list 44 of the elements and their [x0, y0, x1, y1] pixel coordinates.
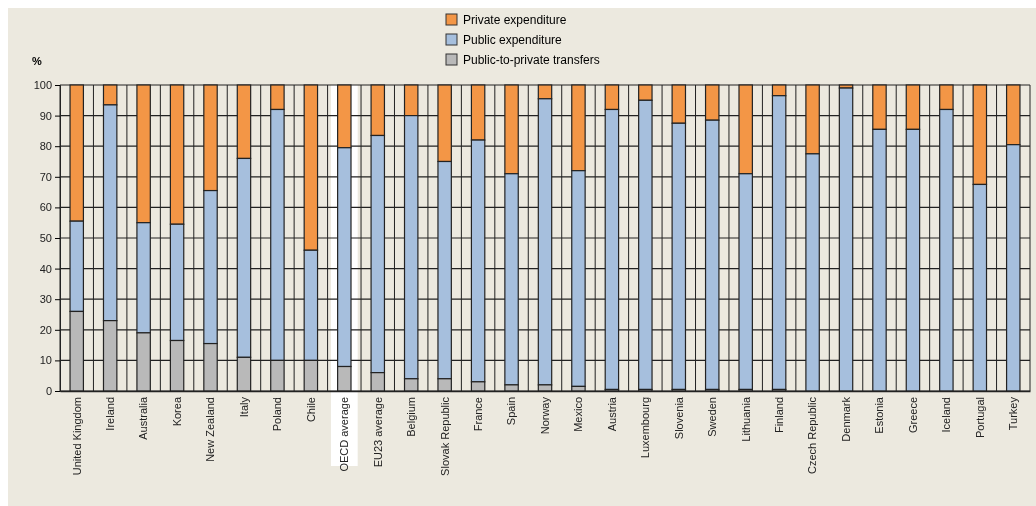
x-tick-label: Estonia: [873, 396, 886, 434]
y-tick-label: 100: [33, 79, 52, 92]
x-tick-label: New Zealand: [204, 397, 217, 462]
y-tick-label: 90: [39, 109, 52, 122]
legend-label: Public expenditure: [463, 33, 563, 47]
x-tick-label: Lithuania: [739, 396, 752, 442]
x-tick-label: OECD average: [338, 397, 351, 472]
x-tick-label: Austria: [605, 396, 618, 432]
x-tick-label: Australia: [137, 396, 150, 440]
y-axis-title: %: [32, 55, 42, 67]
y-tick-label: 10: [39, 354, 52, 367]
x-tick-label: Finland: [772, 397, 785, 434]
x-tick-label: Luxembourg: [639, 397, 652, 459]
legend-label: Private expenditure: [463, 13, 567, 27]
x-tick-label: Italy: [237, 396, 250, 418]
y-tick-label: 20: [39, 323, 52, 336]
x-tick-label: Poland: [271, 397, 284, 432]
x-tick-label: Norway: [538, 396, 551, 435]
y-tick-label: 50: [39, 232, 52, 245]
x-tick-label: Ireland: [104, 397, 117, 431]
x-tick-label: Spain: [505, 397, 518, 426]
x-tick-label: Czech Republic: [806, 396, 819, 475]
y-tick-label: 30: [39, 293, 52, 306]
y-tick-label: 80: [39, 140, 52, 153]
x-tick-label: Slovak Republic: [438, 396, 451, 476]
x-tick-label: Slovenia: [672, 396, 685, 440]
x-tick-label: Turkey: [1007, 396, 1020, 431]
x-tick-label: Portugal: [973, 397, 986, 438]
legend-label: Public-to-private transfers: [463, 53, 600, 67]
x-tick-label: Chile: [304, 397, 317, 423]
y-tick-label: 0: [45, 385, 52, 398]
x-tick-label: Sweden: [706, 397, 719, 437]
x-tick-label: Greece: [906, 397, 919, 434]
y-tick-label: 70: [39, 170, 52, 183]
x-tick-label: Korea: [170, 396, 183, 427]
x-tick-label: Denmark: [839, 396, 852, 442]
x-tick-label: EU23 average: [371, 397, 384, 468]
y-tick-label: 60: [39, 201, 52, 214]
x-tick-label: United Kingdom: [70, 397, 83, 476]
x-tick-label: France: [471, 397, 484, 432]
x-tick-label: Belgium: [405, 397, 418, 437]
x-tick-label: Mexico: [572, 397, 585, 432]
y-tick-label: 40: [39, 262, 52, 275]
x-tick-label: Iceland: [940, 397, 953, 433]
